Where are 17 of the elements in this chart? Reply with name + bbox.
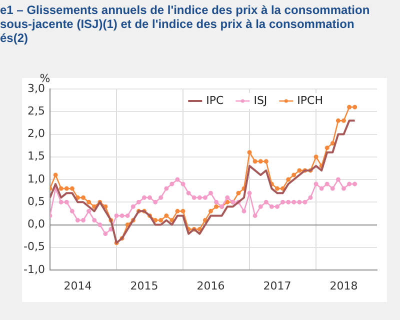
x-tick-label: 2016 (196, 279, 225, 292)
x-tick-label: 2015 (130, 279, 158, 292)
legend-label: ISJ (254, 94, 268, 107)
legend-label: IPC (206, 94, 224, 107)
y-tick-label: 0,5 (28, 194, 45, 208)
y-tick-label: 2,0 (28, 127, 45, 140)
chart-title: e1 – Glissements annuels de l'indice des prix à la consommation sous-jacente (ISJ)(1) et de l'indice des prix à la consommation és(2) (0, 3, 371, 45)
y-tick-label: -1,0 (24, 262, 45, 276)
x-tick-label: 2017 (263, 279, 292, 292)
x-tick-label: 2014 (64, 279, 92, 292)
y-tick-label: 2,5 (28, 104, 45, 118)
legend-label: IPCH (297, 94, 324, 107)
y-tick-label: 1,5 (28, 150, 45, 163)
y-tick-label: 0,0 (28, 218, 45, 231)
y-tick-label: -0,5 (24, 240, 45, 254)
y-tick-label: 1,0 (28, 172, 45, 186)
x-tick-label: 2018 (330, 279, 358, 292)
